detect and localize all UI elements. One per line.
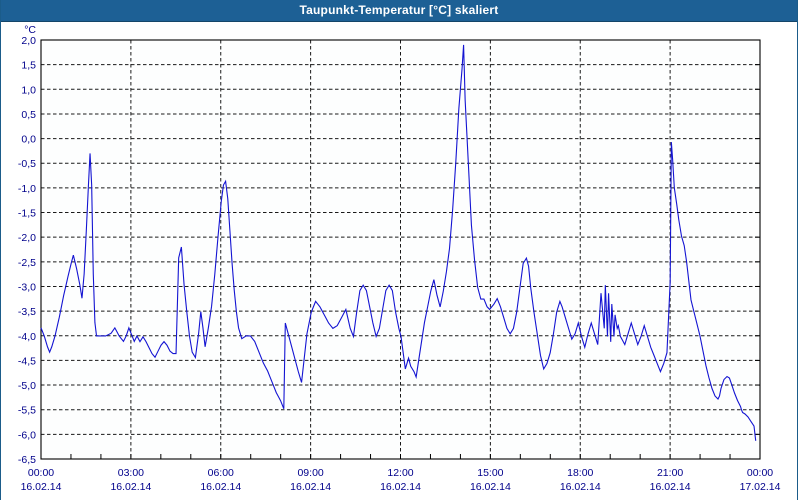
svg-text:16.02.14: 16.02.14 <box>470 481 511 493</box>
svg-text:16.02.14: 16.02.14 <box>650 481 691 493</box>
svg-text:-5,5: -5,5 <box>18 405 36 417</box>
svg-text:12:00: 12:00 <box>387 467 413 479</box>
svg-text:15:00: 15:00 <box>477 467 503 479</box>
svg-text:1,0: 1,0 <box>21 84 36 96</box>
svg-text:1,5: 1,5 <box>21 60 36 72</box>
svg-text:16.02.14: 16.02.14 <box>290 481 331 493</box>
svg-text:16.02.14: 16.02.14 <box>200 481 241 493</box>
svg-text:-0,5: -0,5 <box>18 158 36 170</box>
svg-text:-2,5: -2,5 <box>18 257 36 269</box>
svg-text:0,5: 0,5 <box>21 109 36 121</box>
svg-text:-3,0: -3,0 <box>18 281 36 293</box>
svg-text:-4,0: -4,0 <box>18 331 36 343</box>
svg-text:21:00: 21:00 <box>657 467 683 479</box>
svg-text:16.02.14: 16.02.14 <box>380 481 421 493</box>
svg-text:17.02.14: 17.02.14 <box>740 481 781 493</box>
svg-text:-4,5: -4,5 <box>18 355 36 367</box>
svg-text:16.02.14: 16.02.14 <box>110 481 151 493</box>
svg-text:00:00: 00:00 <box>28 467 54 479</box>
svg-text:-6,0: -6,0 <box>18 429 36 441</box>
svg-text:-3,5: -3,5 <box>18 306 36 318</box>
svg-text:-1,5: -1,5 <box>18 208 36 220</box>
svg-text:00:00: 00:00 <box>747 467 773 479</box>
svg-text:-2,0: -2,0 <box>18 232 36 244</box>
svg-text:09:00: 09:00 <box>297 467 323 479</box>
svg-text:-5,0: -5,0 <box>18 380 36 392</box>
svg-text:03:00: 03:00 <box>118 467 144 479</box>
svg-text:16.02.14: 16.02.14 <box>21 481 62 493</box>
svg-text:0,0: 0,0 <box>21 134 36 146</box>
svg-text:-1,0: -1,0 <box>18 183 36 195</box>
svg-text:16.02.14: 16.02.14 <box>560 481 601 493</box>
svg-text:-6,5: -6,5 <box>18 454 36 466</box>
svg-text:06:00: 06:00 <box>208 467 234 479</box>
svg-text:°C: °C <box>24 24 36 36</box>
svg-text:18:00: 18:00 <box>567 467 593 479</box>
svg-text:2,0: 2,0 <box>21 35 36 47</box>
